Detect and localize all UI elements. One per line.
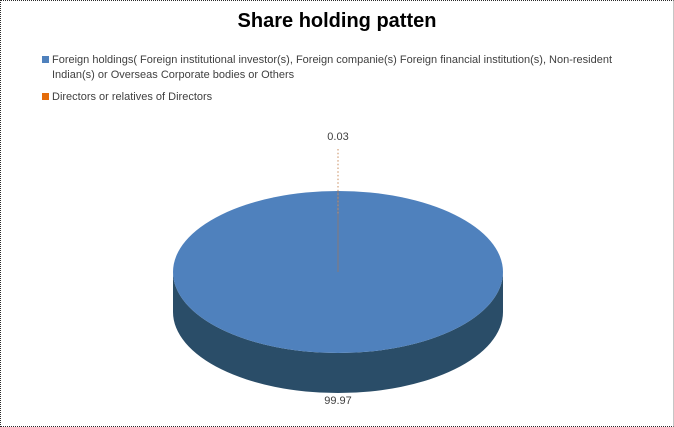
legend-label-foreign-holdings: Foreign holdings( Foreign institutional … [52, 54, 613, 81]
data-label-minor-slice: 0.03 [327, 131, 349, 143]
data-label-major-slice: 99.97 [324, 395, 352, 407]
legend: Foreign holdings( Foreign institutional … [42, 53, 648, 112]
legend-label-directors: Directors or relatives of Directors [52, 91, 213, 103]
pie-slice-foreign-holdings [173, 191, 503, 353]
legend-item-foreign-holdings: Foreign holdings( Foreign institutional … [42, 53, 648, 83]
legend-swatch-orange-icon [42, 93, 49, 100]
legend-swatch-blue-icon [42, 56, 49, 63]
legend-item-directors: Directors or relatives of Directors [42, 90, 648, 105]
chart-title: Share holding patten [237, 10, 437, 32]
pie-side-3d [173, 272, 503, 393]
